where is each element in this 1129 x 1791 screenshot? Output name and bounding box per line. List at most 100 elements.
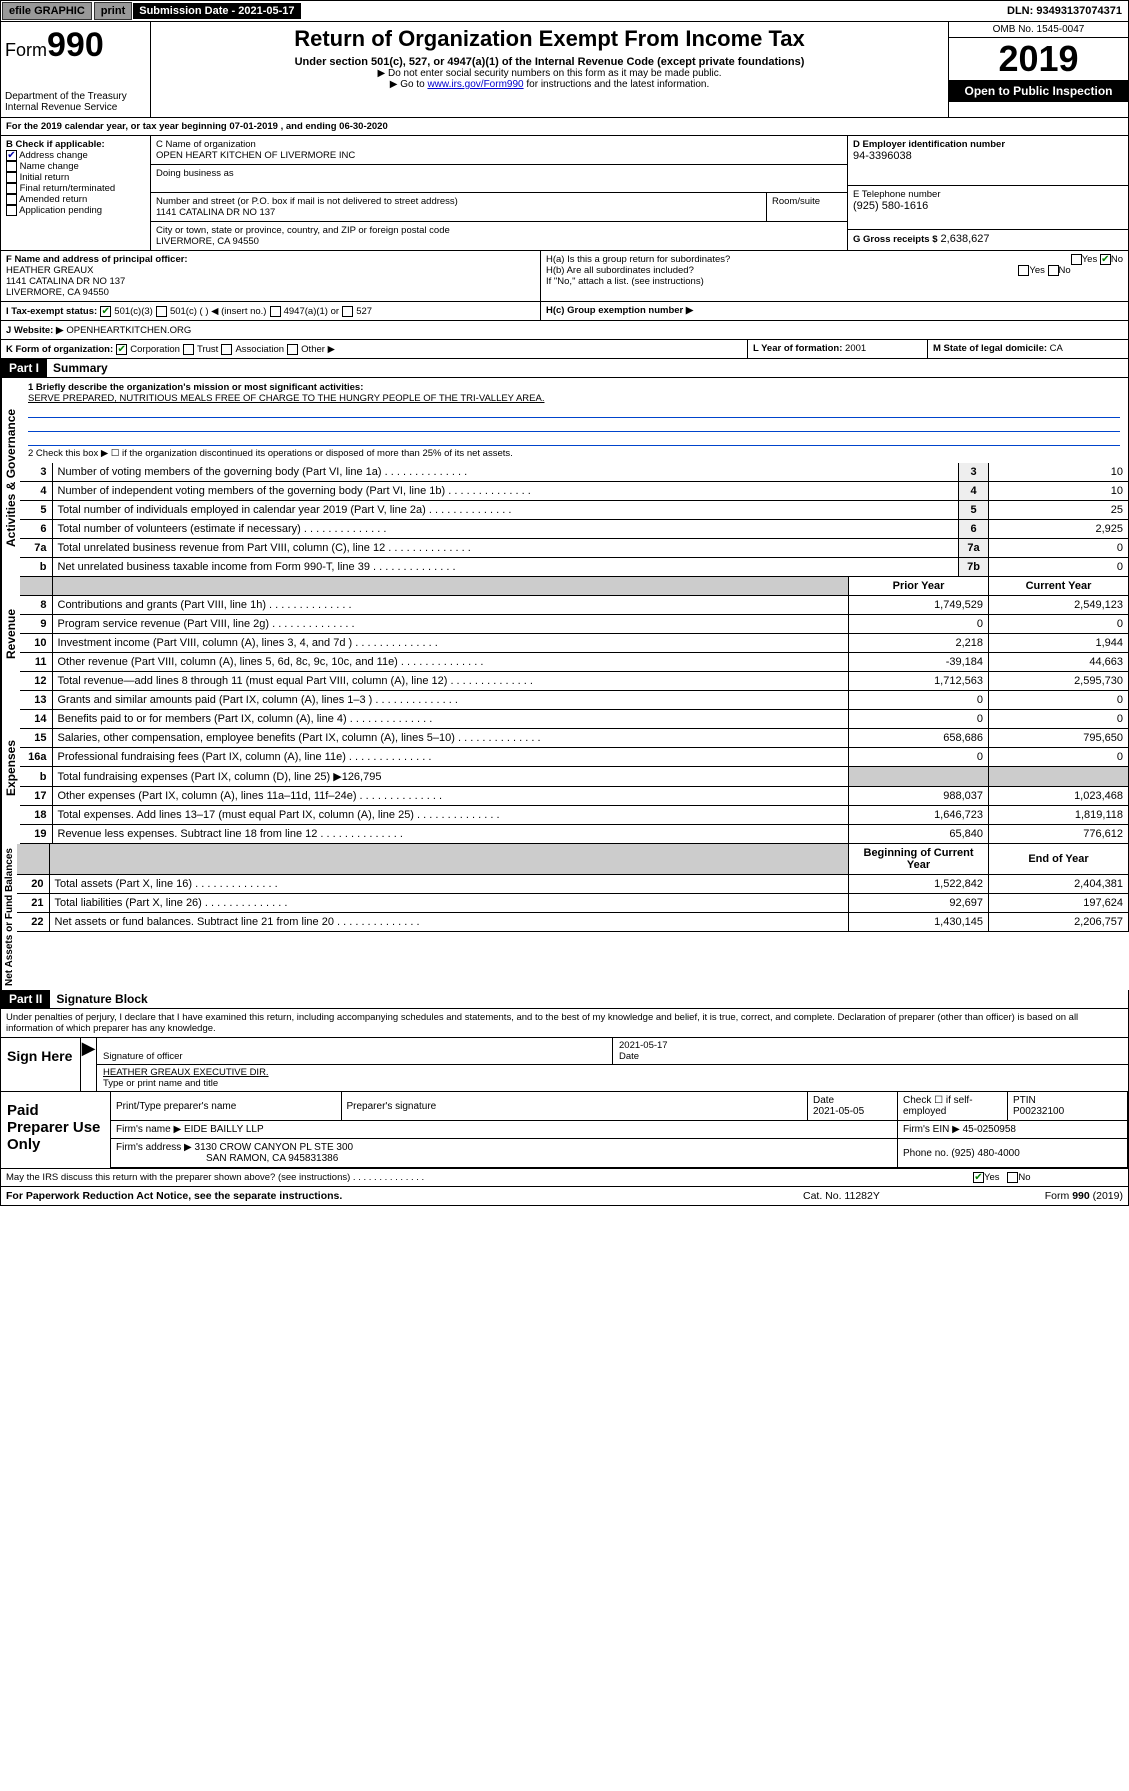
part-ii-tag: Part II — [1, 990, 50, 1008]
header-block-bcdefg: B Check if applicable: ✔ Address change … — [0, 136, 1129, 251]
self-employed-check: Check ☐ if self-employed — [898, 1092, 1008, 1121]
header-row-j: J Website: ▶ OPENHEARTKITCHEN.ORG — [0, 321, 1129, 340]
prep-sig-label: Preparer's signature — [341, 1092, 808, 1121]
q1-label: 1 Briefly describe the organization's mi… — [28, 382, 1120, 393]
cat-no: Cat. No. 11282Y — [803, 1190, 983, 1202]
pra-notice: For Paperwork Reduction Act Notice, see … — [6, 1190, 803, 1202]
prep-date: 2021-05-05 — [813, 1106, 864, 1117]
box-f-label: F Name and address of principal officer: — [6, 254, 535, 265]
expenses-table: 13Grants and similar amounts paid (Part … — [20, 691, 1129, 844]
form-header: Form990 Department of the Treasury Inter… — [0, 22, 1129, 118]
box-e-label: E Telephone number — [853, 189, 1123, 200]
box-g-label: G Gross receipts $ — [853, 234, 937, 245]
side-label-governance: Activities & Governance — [1, 378, 20, 577]
ein: 94-3396038 — [853, 150, 1123, 162]
top-bar: efile GRAPHIC print Submission Date - 20… — [0, 0, 1129, 22]
discuss-text: May the IRS discuss this return with the… — [1, 1169, 968, 1186]
efile-button[interactable]: efile GRAPHIC — [2, 2, 92, 20]
arrow-icon: ▶ — [81, 1038, 97, 1091]
officer-name-title: HEATHER GREAUX EXECUTIVE DIR. — [103, 1067, 1122, 1078]
netassets-table: Beginning of Current YearEnd of Year20To… — [17, 844, 1129, 932]
header-row-i: I Tax-exempt status: ✔ 501(c)(3) 501(c) … — [0, 302, 1129, 321]
submission-date: Submission Date - 2021-05-17 — [133, 3, 300, 19]
section-governance: Activities & Governance 1 Briefly descri… — [0, 378, 1129, 577]
box-ha: H(a) Is this a group return for subordin… — [546, 254, 1123, 265]
sig-date: 2021-05-17 — [619, 1040, 1122, 1051]
form-subtitle: Under section 501(c), 527, or 4947(a)(1)… — [155, 56, 944, 68]
box-b-item: Application pending — [6, 205, 145, 216]
part-ii-title: Signature Block — [50, 992, 147, 1006]
box-b-item: Initial return — [6, 172, 145, 183]
dba-label: Doing business as — [156, 168, 842, 179]
section-netassets: Net Assets or Fund Balances Beginning of… — [0, 844, 1129, 990]
mission-text: SERVE PREPARED, NUTRITIOUS MEALS FREE OF… — [28, 393, 1120, 404]
firm-name: EIDE BAILLY LLP — [184, 1124, 264, 1135]
paid-preparer-block: Paid Preparer Use Only Print/Type prepar… — [0, 1092, 1129, 1169]
part-i-tag: Part I — [1, 359, 47, 377]
print-button[interactable]: print — [94, 2, 132, 20]
firm-addr2: SAN RAMON, CA 945831386 — [116, 1153, 338, 1164]
website: OPENHEARTKITCHEN.ORG — [66, 325, 191, 336]
dln: DLN: 93493137074371 — [1001, 3, 1128, 19]
prep-name-label: Print/Type preparer's name — [111, 1092, 341, 1121]
gross-receipts: 2,638,627 — [941, 233, 990, 245]
section-revenue: Revenue Prior YearCurrent Year8Contribut… — [0, 577, 1129, 691]
box-b-item: Amended return — [6, 194, 145, 205]
part-i-title: Summary — [47, 361, 108, 375]
box-j-label: J Website: ▶ — [6, 325, 63, 336]
penalty-text: Under penalties of perjury, I declare th… — [1, 1009, 1128, 1037]
discuss-row: May the IRS discuss this return with the… — [0, 1169, 1129, 1187]
section-expenses: Expenses 13Grants and similar amounts pa… — [0, 691, 1129, 844]
officer-name: HEATHER GREAUX — [6, 265, 535, 276]
sign-here-block: Sign Here ▶ Signature of officer 2021-05… — [0, 1038, 1129, 1092]
header-row-klm: K Form of organization: ✔ Corporation Tr… — [0, 340, 1129, 359]
sig-officer-label: Signature of officer — [103, 1051, 606, 1062]
sig-date-label: Date — [619, 1051, 1122, 1062]
form-note-goto: ▶ Go to www.irs.gov/Form990 for instruct… — [155, 79, 944, 90]
page-footer: For Paperwork Reduction Act Notice, see … — [0, 1187, 1129, 1206]
sign-here-label: Sign Here — [1, 1038, 81, 1091]
street-address: 1141 CATALINA DR NO 137 — [156, 207, 761, 218]
firm-phone: (925) 480-4000 — [951, 1148, 1019, 1159]
box-m-label: M State of legal domicile: — [933, 343, 1047, 354]
penalty-text-row: Under penalties of perjury, I declare th… — [0, 1009, 1129, 1038]
city-state-zip: LIVERMORE, CA 94550 — [156, 236, 842, 247]
form-note-ssn: ▶ Do not enter social security numbers o… — [155, 68, 944, 79]
firm-ein: 45-0250958 — [963, 1124, 1016, 1135]
revenue-table: Prior YearCurrent Year8Contributions and… — [20, 577, 1129, 691]
box-l-label: L Year of formation: — [753, 343, 842, 354]
officer-addr: 1141 CATALINA DR NO 137 — [6, 276, 535, 287]
form-footer: Form 990 (2019) — [983, 1190, 1123, 1202]
box-hb-note: If "No," attach a list. (see instruction… — [546, 276, 1123, 287]
side-label-revenue: Revenue — [1, 577, 20, 691]
box-b-item: Final return/terminated — [6, 183, 145, 194]
box-b-item: ✔ Address change — [6, 150, 145, 161]
governance-table: 3Number of voting members of the governi… — [20, 463, 1129, 577]
part-i-header: Part I Summary — [0, 359, 1129, 378]
city-label: City or town, state or province, country… — [156, 225, 842, 236]
tax-year: 2019 — [949, 38, 1128, 80]
tax-period: For the 2019 calendar year, or tax year … — [1, 118, 393, 135]
side-label-expenses: Expenses — [1, 691, 20, 844]
box-d-label: D Employer identification number — [853, 139, 1123, 150]
year-formation: 2001 — [845, 343, 866, 354]
q2-label: 2 Check this box ▶ ☐ if the organization… — [28, 448, 1120, 459]
state-domicile: CA — [1050, 343, 1063, 354]
open-inspection: Open to Public Inspection — [949, 80, 1128, 102]
box-hb: H(b) Are all subordinates included? Yes … — [546, 265, 1123, 276]
box-k-label: K Form of organization: — [6, 344, 113, 355]
room-suite-label: Room/suite — [767, 193, 847, 221]
org-name: OPEN HEART KITCHEN OF LIVERMORE INC — [156, 150, 842, 161]
dept-treasury: Department of the Treasury Internal Reve… — [5, 91, 146, 113]
preparer-table: Print/Type preparer's name Preparer's si… — [111, 1092, 1128, 1168]
box-i-label: I Tax-exempt status: — [6, 306, 97, 317]
tax-period-row: For the 2019 calendar year, or tax year … — [0, 118, 1129, 136]
type-print-label: Type or print name and title — [103, 1078, 1122, 1089]
header-block-fh: F Name and address of principal officer:… — [0, 251, 1129, 302]
side-label-netassets: Net Assets or Fund Balances — [1, 844, 17, 990]
form-title: Return of Organization Exempt From Incom… — [155, 26, 944, 52]
omb-number: OMB No. 1545-0047 — [949, 22, 1128, 38]
irs-link[interactable]: www.irs.gov/Form990 — [427, 79, 523, 90]
phone: (925) 580-1616 — [853, 200, 1123, 212]
form-number: Form990 — [5, 26, 146, 65]
